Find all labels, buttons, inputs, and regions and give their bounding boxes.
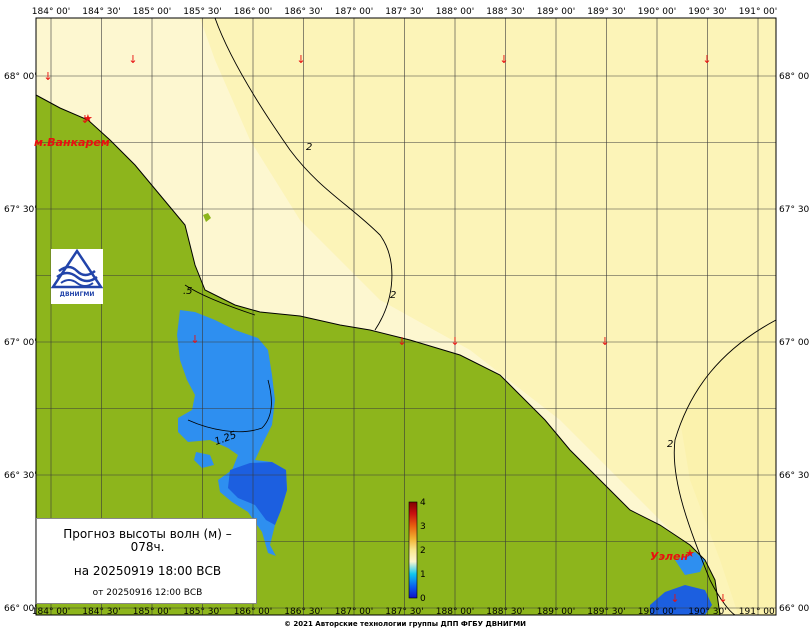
longitude-label: 188° 00' [436,7,474,17]
longitude-label: 187° 00' [335,607,373,617]
arrow-down-icon: ↓ [128,53,137,66]
graticule [36,18,776,615]
latitude-labels-left: 68° 00' 67° 30' 67° 00' 66° 30' 66° 00' [4,72,37,614]
forecast-issued-time: от 20250916 12:00 ВСВ [92,588,203,598]
latitude-label: 66° 00' [779,604,810,614]
arrow-down-icon: ↓ [296,53,305,66]
contour-label: 2 [667,439,673,450]
longitude-label: 189° 00' [537,607,575,617]
contour-label: .5 [183,286,193,297]
lagoon-deep-water [228,462,287,525]
longitude-label: 185° 30' [183,7,221,17]
map-frame [35,17,777,616]
longitude-label: 184° 00' [32,607,70,617]
longitude-label: 185° 00' [133,7,171,17]
longitude-label: 191° 00' [739,7,777,17]
arrow-down-icon: ↓ [450,335,459,348]
colorbar [408,501,418,599]
longitude-label: 190° 00' [638,7,676,17]
longitude-label: 190° 00' [638,607,676,617]
longitude-label: 188° 00' [436,607,474,617]
latitude-label: 67° 30' [4,205,37,215]
arrow-down-icon: ↓ [43,70,52,83]
arrow-down-icon: ↓ [718,592,727,605]
longitude-label: 184° 30' [82,607,120,617]
longitude-label: 186° 30' [284,7,322,17]
coastline [36,94,721,615]
latitude-label: 67° 00' [4,338,37,348]
longitude-label: 186° 00' [234,607,272,617]
wave-direction-arrows: ↓ ↓ ↓ ↓ ↓ ↓ ↓ ↓ ↓ ↓ ↓ ↓ [43,53,727,605]
longitude-labels-top: 184° 00' 184° 30' 185° 00' 185° 30' 186° 00'… [32,7,777,17]
copyright-footer: © 2021 Авторские технологии группы ДПП Ф… [283,620,527,628]
longitude-label: 185° 30' [183,607,221,617]
land-chukotka [36,95,720,615]
forecast-title-text: Прогноз высоты волн (м) – [63,527,232,541]
longitude-label: 187° 00' [335,7,373,17]
longitude-label: 185° 00' [133,607,171,617]
longitude-label: 190° 30' [688,607,726,617]
colorbar-tick-label: 3 [420,522,426,532]
star-icon: ★ [83,112,93,125]
longitude-label: 187° 30' [385,7,423,17]
arrow-down-icon: ↓ [397,335,406,348]
latitude-labels-right: 68° 00' 67° 30' 67° 00' 66° 30' 66° 00' [779,72,810,614]
longitude-label: 186° 00' [234,7,272,17]
latitude-label: 66° 30' [779,471,810,481]
logo-caption: ДВНИГМИ [59,291,95,298]
contour-line [214,18,393,331]
colorbar-tick-label: 4 [420,498,426,508]
forecast-valid-time: на 20250919 18:00 ВСВ [73,564,222,578]
colorbar-tick-label: 2 [420,546,426,556]
arrow-down-icon: ↓ [190,333,199,346]
dvnigmi-logo: ДВНИГМИ [50,248,104,304]
longitude-labels-bottom: 184° 00' 184° 30' 185° 00' 185° 30' 186° 00'… [32,607,777,617]
arrow-down-icon: ↓ [80,113,89,126]
sea-high-waves [200,18,776,615]
island [203,213,211,222]
arrow-down-icon: ↓ [702,53,711,66]
colorbar-ticks: 4 3 2 1 0 [420,498,426,604]
place-vankarem: м.Ванкарем [34,136,110,149]
longitude-label: 189° 30' [587,7,625,17]
longitude-label: 186° 30' [284,607,322,617]
arrow-down-icon: ↓ [600,335,609,348]
latitude-label: 66° 00' [4,604,37,614]
latitude-label: 68° 00' [4,72,37,82]
longitude-label: 191° 00' [739,607,777,617]
dvnigmi-logo-icon [50,248,104,289]
longitude-label: 189° 30' [587,607,625,617]
colorbar-tick-label: 0 [420,594,426,604]
latitude-label: 67° 00' [779,338,810,348]
longitude-label: 184° 30' [82,7,120,17]
longitude-label: 188° 30' [486,7,524,17]
place-uelen: Уэлен [650,550,689,563]
forecast-title: Прогноз высоты волн (м) – 078ч. [37,528,258,554]
arrow-down-icon: ↓ [499,53,508,66]
star-icon: ★ [685,547,695,560]
contour-line [187,379,272,433]
longitude-label: 187° 30' [385,607,423,617]
longitude-label: 184° 00' [32,7,70,17]
contour-line [673,319,776,615]
colorbar-tick-label: 1 [420,570,426,580]
contour-label: 2 [390,290,396,301]
arrow-down-icon: ↓ [670,592,679,605]
latitude-label: 68° 00' [779,72,810,82]
latitude-label: 67° 30' [779,205,810,215]
longitude-label: 188° 30' [486,607,524,617]
contour-line [184,284,256,316]
east-shallow [675,552,705,575]
lagoon-pond [194,452,214,468]
longitude-label: 190° 30' [688,7,726,17]
east-water [650,585,712,615]
latitude-label: 66° 30' [4,471,37,481]
longitude-label: 189° 00' [537,7,575,17]
forecast-info-box: Прогноз высоты волн (м) – 078ч. на 20250… [36,518,257,604]
contour-label: 2 [306,142,312,153]
forecast-lead-time: 078ч. [130,540,165,554]
map-area: ↓ ↓ ↓ ↓ ↓ ↓ ↓ ↓ ↓ ↓ ↓ ↓ [36,18,776,615]
